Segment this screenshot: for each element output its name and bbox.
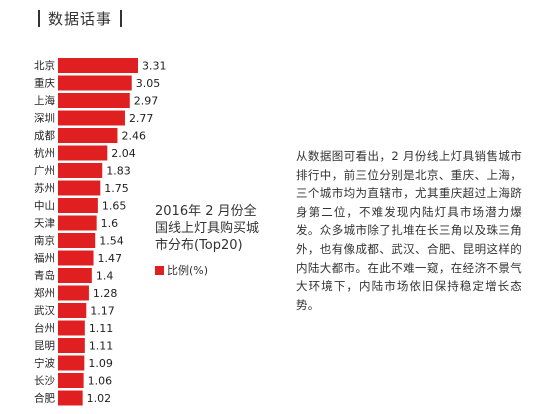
value-label: 2.04 [111, 147, 136, 160]
bar [58, 93, 130, 108]
category-label: 合肥 [34, 392, 55, 405]
category-label: 中山 [34, 199, 55, 212]
value-label: 1.65 [102, 200, 127, 213]
bar [58, 163, 103, 178]
value-label: 2.46 [121, 130, 146, 143]
value-label: 1.28 [93, 287, 118, 300]
category-label: 昆明 [34, 340, 55, 352]
value-label: 1.6 [101, 217, 119, 230]
bar [58, 180, 101, 196]
category-label: 福州 [34, 252, 55, 265]
bar [58, 390, 83, 406]
bar [58, 303, 87, 318]
legend: 比例(%) [155, 262, 208, 278]
value-label: 1.54 [99, 235, 124, 248]
header-title: 数据话事 [48, 10, 113, 28]
section-header: 数据话事 [38, 8, 123, 29]
value-label: 1.02 [87, 392, 112, 405]
value-label: 2.77 [129, 112, 154, 125]
description-text: 从数据图可看出，2 月份线上灯具销售城市排行中，前三位分别是北京、重庆、上海，三… [296, 149, 522, 312]
category-label: 郑州 [34, 287, 55, 300]
header-bar-right [120, 10, 123, 27]
value-label: 2.97 [134, 95, 159, 108]
category-label: 重庆 [34, 77, 55, 90]
value-label: 1.83 [106, 165, 131, 178]
category-label: 南京 [34, 234, 55, 247]
category-label: 深圳 [34, 113, 55, 125]
bar [58, 58, 138, 73]
chart-title: 2016年 2 月份全 国线上灯具购买城 市分布(Top20) [155, 204, 260, 253]
legend-label: 比例(%) [167, 264, 209, 277]
category-label: 宁波 [34, 357, 55, 370]
legend-swatch [155, 265, 164, 275]
value-label: 1.17 [90, 305, 115, 318]
category-label: 苏州 [34, 182, 55, 195]
value-label: 1.47 [98, 252, 123, 265]
value-label: 1.75 [104, 182, 129, 195]
value-label: 1.4 [96, 270, 114, 283]
bar [58, 338, 85, 353]
bar [58, 233, 96, 248]
bar [58, 285, 89, 301]
bar [58, 373, 84, 388]
category-label: 台州 [34, 322, 55, 335]
bar [58, 145, 108, 161]
category-label: 上海 [34, 94, 55, 107]
category-label: 长沙 [34, 375, 55, 387]
category-label: 武汉 [34, 304, 55, 317]
bar [58, 320, 85, 336]
bar [58, 250, 94, 266]
header-bar-left [38, 10, 40, 27]
value-label: 1.09 [88, 357, 113, 370]
bar [58, 215, 97, 231]
category-label: 天津 [34, 218, 55, 230]
category-label: 北京 [34, 59, 55, 72]
category-label: 成都 [34, 130, 55, 142]
value-label: 1.11 [89, 340, 114, 353]
bar [58, 128, 118, 143]
value-label: 3.31 [142, 60, 167, 73]
category-label: 杭州 [34, 147, 55, 160]
bar [58, 75, 132, 91]
bar [58, 198, 98, 213]
category-label: 青岛 [34, 269, 55, 282]
value-label: 1.06 [88, 375, 113, 388]
bar [58, 355, 85, 371]
value-label: 1.11 [89, 322, 114, 335]
category-label: 广州 [34, 165, 55, 177]
value-label: 3.05 [136, 77, 161, 90]
bar [58, 268, 92, 283]
bar [58, 110, 125, 126]
